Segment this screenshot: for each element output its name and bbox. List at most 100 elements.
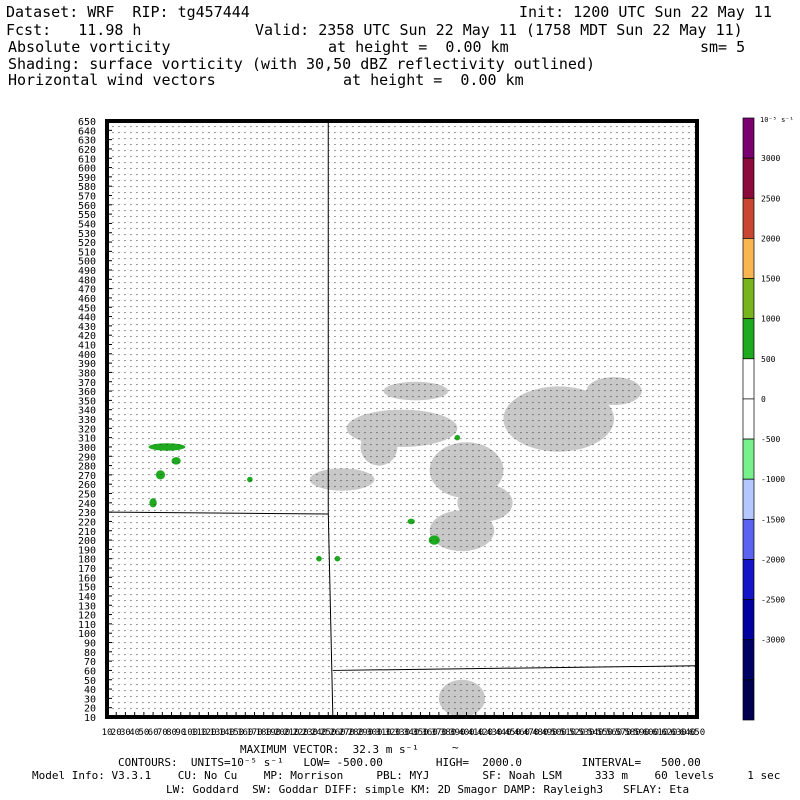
y-tick-label: 50 (84, 676, 96, 687)
y-tick-label: 490 (78, 266, 96, 277)
x-tick-label: 60 (148, 728, 159, 738)
y-tick-label: 370 (78, 378, 96, 389)
model-info: Model Info: V3.3.1 CU: No Cu MP: Morriso… (32, 769, 781, 782)
y-tick-label: 510 (78, 247, 96, 258)
y-tick-label: 130 (78, 601, 96, 612)
x-tick-label: 40 (129, 728, 140, 738)
header-smoothing: sm= 5 (700, 38, 746, 56)
x-tick-label: 490 (541, 728, 557, 738)
x-tick-label: 400 (458, 728, 474, 738)
colorbar-label: 500 (761, 355, 776, 364)
y-tick-label: 80 (84, 648, 96, 659)
contours-info: CONTOURS: UNITS=10⁻⁵ s⁻¹ LOW= -500.00 HI… (118, 756, 701, 769)
y-tick-label: 60 (84, 666, 96, 677)
x-tick-label: 590 (634, 728, 650, 738)
x-tick-label: 600 (643, 728, 659, 738)
x-tick-label: 530 (578, 728, 594, 738)
colorbar-label: -3000 (761, 636, 785, 645)
header-vectors-height: at height = 0.00 km (343, 71, 524, 89)
colorbar-swatch (742, 679, 755, 721)
state-boundary-2 (332, 665, 698, 671)
y-tick-label: 310 (78, 434, 96, 445)
y-tick-label: 300 (78, 443, 96, 454)
y-tick-label: 350 (78, 396, 96, 407)
x-tick-label: 410 (468, 728, 484, 738)
x-tick-label: 190 (265, 728, 281, 738)
x-tick-label: 10 (102, 728, 113, 738)
colorbar-swatch (742, 197, 755, 239)
x-tick-label: 580 (624, 728, 640, 738)
x-tick-label: 650 (689, 728, 705, 738)
colorbar-label: -2000 (761, 555, 785, 564)
y-tick-label: 40 (84, 685, 96, 696)
vorticity-spot-8 (454, 434, 461, 441)
vorticity-spot-9 (247, 476, 253, 483)
reflectivity-region-9 (383, 381, 449, 401)
colorbar-label: 2000 (761, 234, 780, 243)
y-tick-label: 330 (78, 415, 96, 426)
y-tick-label: 570 (78, 192, 96, 203)
vorticity-spot-5 (407, 518, 415, 525)
y-tick-label: 180 (78, 555, 96, 566)
x-tick-label: 210 (283, 728, 299, 738)
y-tick-label: 590 (78, 173, 96, 184)
x-tick-label: 570 (615, 728, 631, 738)
y-tick-label: 450 (78, 303, 96, 314)
x-tick-label: 390 (449, 728, 465, 738)
x-tick-label: 150 (228, 728, 244, 738)
max-vector-label: MAXIMUM VECTOR: 32.3 m s⁻¹ (240, 743, 419, 756)
x-tick-label: 120 (200, 728, 216, 738)
header-init: Init: 1200 UTC Sun 22 May 11 (519, 3, 772, 21)
y-tick-label: 150 (78, 583, 96, 594)
y-tick-label: 500 (78, 257, 96, 268)
x-tick-label: 180 (256, 728, 272, 738)
x-tick-label: 480 (532, 728, 548, 738)
x-tick-label: 70 (157, 728, 168, 738)
y-tick-label: 390 (78, 359, 96, 370)
colorbar-swatch (742, 518, 755, 560)
colorbar-swatch (742, 398, 755, 440)
x-tick-label: 290 (357, 728, 373, 738)
x-tick-label: 20 (111, 728, 122, 738)
y-tick-label: 640 (78, 126, 96, 137)
colorbar-swatch (742, 238, 755, 279)
y-tick-label: 610 (78, 154, 96, 165)
y-tick-label: 400 (78, 350, 96, 361)
vorticity-spot-4 (428, 535, 440, 545)
x-tick-label: 640 (680, 728, 696, 738)
y-tick-label: 460 (78, 294, 96, 305)
y-tick-label: 600 (78, 164, 96, 175)
x-tick-label: 350 (412, 728, 428, 738)
state-boundary-1 (106, 511, 329, 515)
y-tick-label: 230 (78, 508, 96, 519)
y-tick-label: 520 (78, 238, 96, 249)
x-tick-label: 540 (587, 728, 603, 738)
y-tick-label: 280 (78, 462, 96, 473)
vorticity-spot-3 (149, 498, 157, 508)
header-valid: Valid: 2358 UTC Sun 22 May 11 (1758 MDT … (255, 21, 743, 39)
y-tick-label: 90 (84, 639, 96, 650)
wind-vectors (111, 126, 696, 710)
y-tick-label: 270 (78, 471, 96, 482)
model-info-physics: LW: Goddard SW: Goddar DIFF: simple KM: … (166, 783, 690, 796)
y-tick-label: 100 (78, 629, 96, 640)
y-tick-label: 140 (78, 592, 96, 603)
y-tick-label: 190 (78, 545, 96, 556)
y-tick-label: 10 (84, 713, 96, 724)
x-tick-label: 440 (495, 728, 511, 738)
y-tick-label: 170 (78, 564, 96, 575)
vorticity-spot-0 (148, 443, 186, 451)
colorbar-swatch (742, 559, 755, 600)
y-tick-label: 420 (78, 331, 96, 342)
x-tick-label: 330 (394, 728, 410, 738)
x-tick-label: 470 (523, 728, 539, 738)
y-tick-label: 470 (78, 285, 96, 296)
colorbar-label: -500 (761, 435, 780, 444)
y-tick-label: 480 (78, 275, 96, 286)
reflectivity-region-8 (438, 679, 485, 717)
colorbar-label: 3000 (761, 154, 780, 163)
colorbar-swatch (742, 599, 755, 641)
x-tick-label: 380 (440, 728, 456, 738)
y-tick-label: 650 (78, 117, 96, 128)
